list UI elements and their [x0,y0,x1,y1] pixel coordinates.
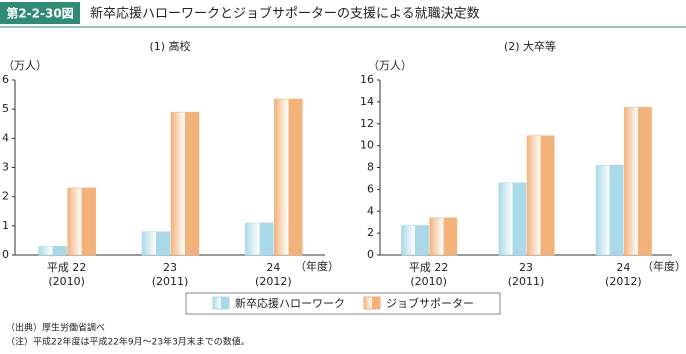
y-axis-label: （万人） [368,59,412,72]
legend-box [185,292,501,315]
bar [141,231,171,256]
x-axis-label: （年度） [295,259,339,273]
y-tick-label: 4 [367,204,374,217]
x-tick-label: 23 [163,261,177,274]
y-tick-label: 10 [360,139,374,152]
legend-swatch [212,296,230,310]
bar [38,246,67,256]
x-tick-label: 24 [616,261,630,274]
badge: 第2-2-30図 [6,6,73,21]
bar [624,107,652,256]
y-tick-label: 16 [360,73,374,86]
y-tick-label: 2 [2,190,9,203]
x-tick-label: (2012) [255,275,292,288]
legend-swatch [363,296,381,310]
y-tick-label: 0 [367,248,374,261]
bar [401,225,429,256]
y-tick-label: 5 [2,102,9,115]
y-tick-label: 4 [2,131,9,144]
x-tick-label: (2011) [508,275,545,288]
y-tick-label: 6 [2,73,9,86]
y-tick-label: 14 [360,95,374,108]
y-tick-label: 3 [2,161,9,174]
x-tick-label: (2011) [152,275,189,288]
bar [526,135,555,256]
bar [498,182,527,256]
bar [170,111,200,256]
x-tick-label: 平成 22 [409,261,449,274]
x-tick-label: (2010) [410,275,447,288]
bar [67,187,96,256]
y-tick-label: 2 [367,226,374,239]
bar [595,165,624,256]
subtitle: (2) 大卒等 [504,39,556,53]
bar [274,98,303,256]
x-axis-label: （年度） [642,259,686,273]
bar [429,217,458,256]
title: 新卒応援ハローワークとジョブサポーターの支援による就職決定数 [90,6,480,22]
x-tick-label: (2010) [48,275,85,288]
note: （注）平成22年度は平成22年9月～23年3月末までの数値。 [6,336,250,348]
legend-label: 新卒応援ハローワーク [235,296,345,310]
x-tick-label: (2012) [605,275,642,288]
y-tick-label: 1 [2,219,9,232]
note: （出典）厚生労働省調べ [6,322,105,334]
y-tick-label: 0 [2,248,9,261]
legend-label: ジョブサポーター [386,296,474,310]
y-tick-label: 12 [360,117,374,130]
subtitle: (1) 高校 [149,39,190,53]
y-tick-label: 6 [367,182,374,195]
y-tick-label: 8 [367,161,374,174]
badge-bg [0,2,80,24]
x-tick-label: 平成 22 [47,261,87,274]
x-tick-label: 23 [519,261,533,274]
y-axis-label: （万人） [3,59,47,72]
bar [245,222,274,256]
x-tick-label: 24 [266,261,280,274]
